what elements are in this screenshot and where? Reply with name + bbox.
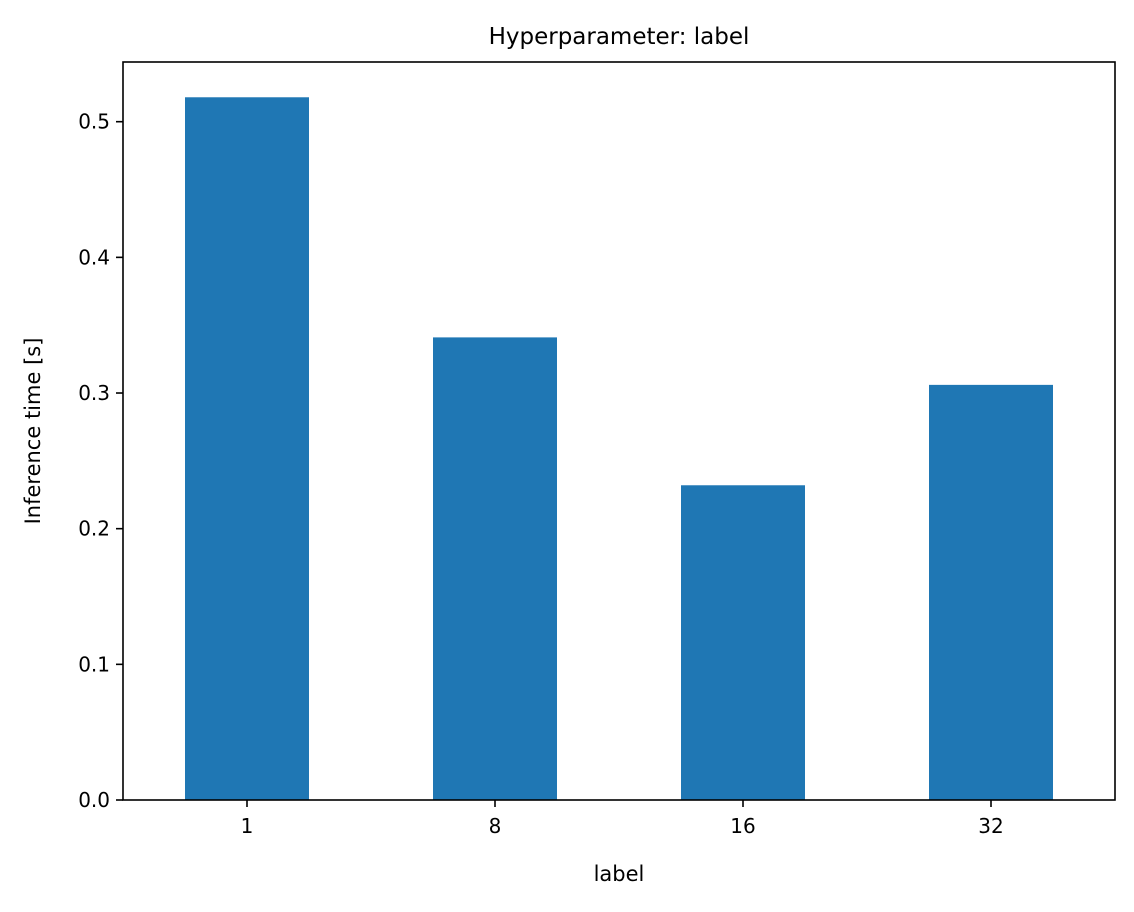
bar-32 xyxy=(929,384,1053,800)
chart-title: Hyperparameter: label xyxy=(489,24,750,50)
bars-layer xyxy=(185,97,1053,801)
x-tick-label: 8 xyxy=(489,814,502,838)
x-tick-label: 32 xyxy=(978,814,1003,838)
y-tick-label: 0.5 xyxy=(78,110,110,134)
x-axis-label: label xyxy=(594,862,645,886)
bar-16 xyxy=(681,485,805,800)
y-axis-label: Inference time [s] xyxy=(21,338,45,525)
y-tick-label: 0.4 xyxy=(78,245,110,269)
bar-1 xyxy=(185,97,309,801)
x-tick-label: 1 xyxy=(241,814,254,838)
y-tick-label: 0.2 xyxy=(78,517,110,541)
y-axis-ticks: 0.0 0.1 0.2 0.3 0.4 0.5 xyxy=(78,110,123,812)
y-tick-label: 0.0 xyxy=(78,788,110,812)
x-axis-ticks: 1 8 16 32 xyxy=(241,800,1004,838)
plot-frame xyxy=(122,61,1116,801)
x-tick-label: 16 xyxy=(730,814,755,838)
y-tick-label: 0.3 xyxy=(78,381,110,405)
y-tick-label: 0.1 xyxy=(78,652,110,676)
bar-8 xyxy=(433,337,557,800)
